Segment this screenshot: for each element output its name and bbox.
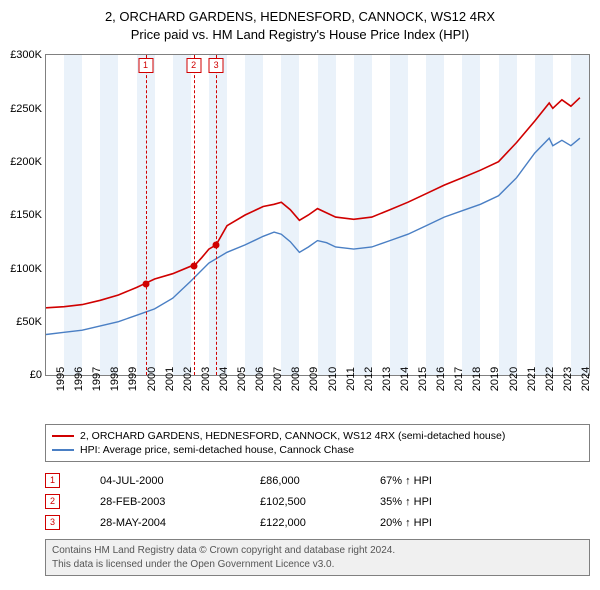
legend-label-hpi: HPI: Average price, semi-detached house,… [80, 444, 354, 456]
event-diff: 20% ↑ HPI [380, 517, 432, 529]
x-tick-label: 2022 [544, 367, 556, 391]
x-tick-label: 2004 [218, 367, 230, 391]
x-tick-label: 2008 [290, 367, 302, 391]
x-tick-label: 2019 [489, 367, 501, 391]
x-tick-label: 2001 [164, 367, 176, 391]
event-date: 28-MAY-2004 [100, 517, 260, 529]
x-tick-label: 2009 [308, 367, 320, 391]
x-tick-label: 1999 [127, 367, 139, 391]
x-tick-label: 2015 [417, 367, 429, 391]
x-tick-label: 2017 [453, 367, 465, 391]
legend-item-property: 2, ORCHARD GARDENS, HEDNESFORD, CANNOCK,… [52, 429, 583, 443]
legend-item-hpi: HPI: Average price, semi-detached house,… [52, 443, 583, 457]
x-tick-label: 2020 [508, 367, 520, 391]
x-tick-label: 2024 [580, 367, 592, 391]
legend-label-property: 2, ORCHARD GARDENS, HEDNESFORD, CANNOCK,… [80, 430, 505, 442]
event-price: £102,500 [260, 496, 380, 508]
x-tick-label: 2013 [381, 367, 393, 391]
y-tick-label: £150K [10, 209, 42, 221]
attribution-footer: Contains HM Land Registry data © Crown c… [45, 539, 590, 576]
event-row: 3 28-MAY-2004 £122,000 20% ↑ HPI [45, 512, 590, 533]
legend: 2, ORCHARD GARDENS, HEDNESFORD, CANNOCK,… [45, 424, 590, 462]
y-tick-label: £50K [16, 316, 42, 328]
event-row: 2 28-FEB-2003 £102,500 35% ↑ HPI [45, 491, 590, 512]
legend-swatch-hpi [52, 449, 74, 451]
x-tick-label: 2014 [399, 367, 411, 391]
event-diff: 35% ↑ HPI [380, 496, 432, 508]
event-price: £86,000 [260, 475, 380, 487]
chart-container: 2, ORCHARD GARDENS, HEDNESFORD, CANNOCK,… [0, 0, 600, 590]
marker-box-icon: 1 [138, 58, 153, 73]
x-tick-label: 2002 [182, 367, 194, 391]
title-address: 2, ORCHARD GARDENS, HEDNESFORD, CANNOCK,… [0, 8, 600, 26]
event-marker-icon: 2 [45, 494, 60, 509]
line-svg [46, 55, 589, 375]
title-subtitle: Price paid vs. HM Land Registry's House … [0, 26, 600, 44]
x-tick-label: 2003 [200, 367, 212, 391]
events-table: 1 04-JUL-2000 £86,000 67% ↑ HPI 2 28-FEB… [45, 470, 590, 533]
legend-swatch-property [52, 435, 74, 437]
footer-line1: Contains HM Land Registry data © Crown c… [52, 544, 583, 558]
x-tick-label: 2007 [272, 367, 284, 391]
event-price: £122,000 [260, 517, 380, 529]
event-diff: 67% ↑ HPI [380, 475, 432, 487]
marker-box-icon: 3 [209, 58, 224, 73]
y-tick-label: £100K [10, 263, 42, 275]
x-tick-label: 2016 [435, 367, 447, 391]
x-tick-label: 2011 [345, 368, 357, 392]
x-tick-label: 1998 [109, 367, 121, 391]
y-tick-label: £200K [10, 156, 42, 168]
y-tick-label: £300K [10, 49, 42, 61]
y-tick-label: £250K [10, 103, 42, 115]
x-tick-label: 2018 [471, 367, 483, 391]
event-date: 04-JUL-2000 [100, 475, 260, 487]
plot-area: £0£50K£100K£150K£200K£250K£300K199519961… [45, 54, 590, 376]
x-tick-label: 2005 [236, 367, 248, 391]
x-tick-label: 1996 [73, 367, 85, 391]
x-tick-label: 2021 [526, 367, 538, 391]
chart-title: 2, ORCHARD GARDENS, HEDNESFORD, CANNOCK,… [0, 0, 600, 44]
y-tick-label: £0 [30, 369, 42, 381]
x-tick-label: 1995 [55, 367, 67, 391]
event-marker-icon: 1 [45, 473, 60, 488]
x-tick-label: 1997 [91, 367, 103, 391]
event-row: 1 04-JUL-2000 £86,000 67% ↑ HPI [45, 470, 590, 491]
x-tick-label: 2012 [363, 367, 375, 391]
x-tick-label: 2023 [562, 367, 574, 391]
footer-line2: This data is licensed under the Open Gov… [52, 558, 583, 572]
event-date: 28-FEB-2003 [100, 496, 260, 508]
x-tick-label: 2010 [327, 367, 339, 391]
x-tick-label: 2006 [254, 367, 266, 391]
x-tick-label: 2000 [146, 367, 158, 391]
marker-box-icon: 2 [186, 58, 201, 73]
event-marker-icon: 3 [45, 515, 60, 530]
